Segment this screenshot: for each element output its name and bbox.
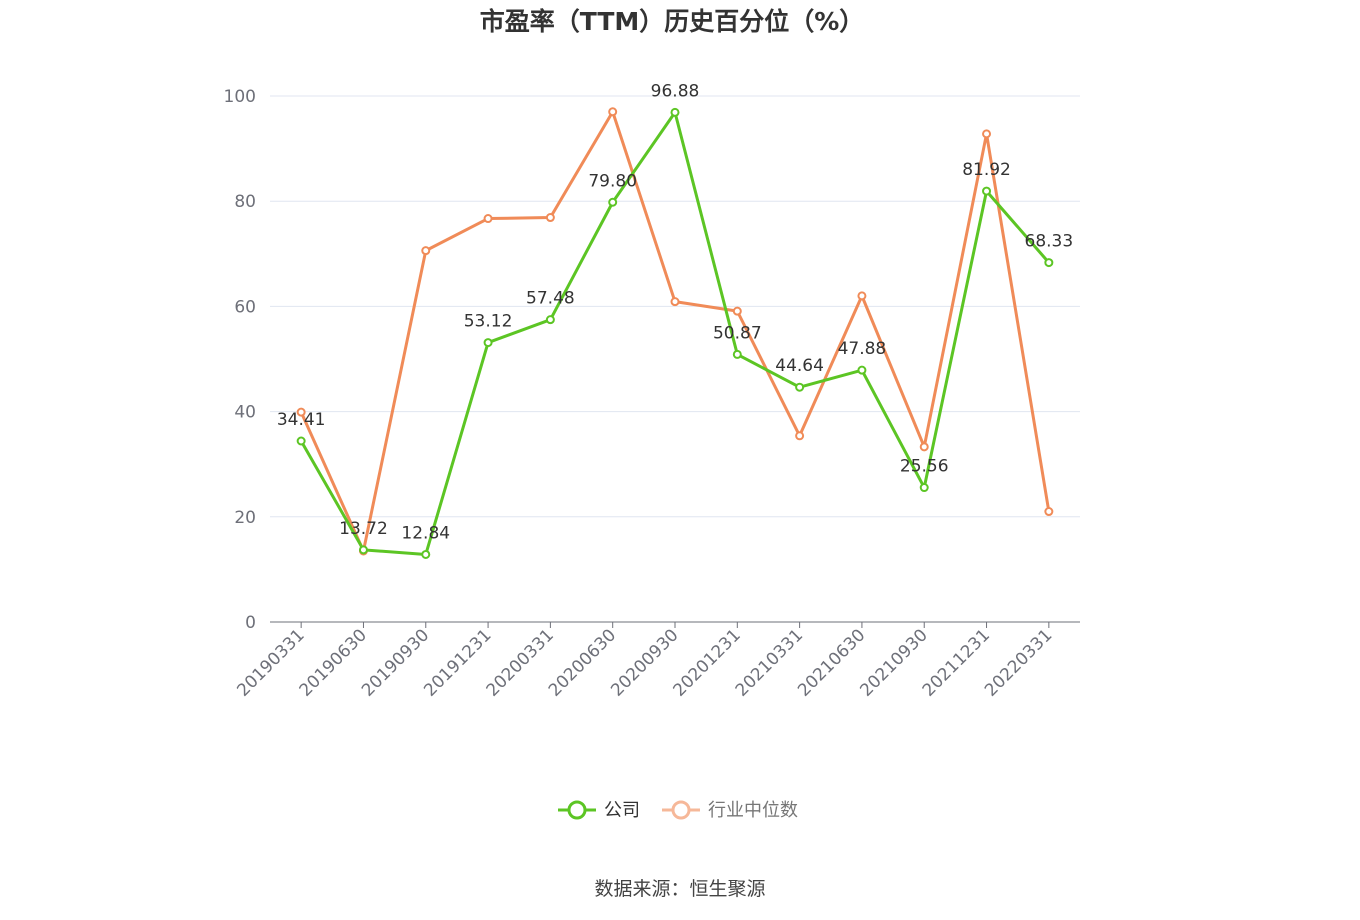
- data-point-company[interactable]: [608, 197, 618, 207]
- y-axis: 0 20 40 60 80 100: [224, 87, 256, 633]
- data-point-company[interactable]: [296, 436, 306, 446]
- data-point-company[interactable]: [795, 382, 805, 392]
- data-label-company: 79.80: [588, 171, 637, 191]
- legend[interactable]: 公司 行业中位数: [558, 800, 798, 821]
- legend-marker-industry-median: [671, 800, 691, 820]
- data-point-industry-median[interactable]: [608, 107, 618, 117]
- series-layer: [296, 107, 1054, 559]
- data-point-industry-median[interactable]: [421, 246, 431, 256]
- y-tick-label: 100: [224, 87, 256, 107]
- data-point-company[interactable]: [545, 315, 555, 325]
- y-tick-label: 20: [234, 508, 256, 528]
- data-point-company[interactable]: [483, 338, 493, 348]
- data-point-industry-median[interactable]: [296, 407, 306, 417]
- data-label-company: 13.72: [339, 519, 388, 539]
- data-point-industry-median[interactable]: [982, 129, 992, 139]
- data-point-industry-median[interactable]: [670, 297, 680, 307]
- data-label-company: 96.88: [651, 81, 700, 101]
- data-point-industry-median[interactable]: [795, 431, 805, 441]
- data-point-company[interactable]: [732, 349, 742, 359]
- legend-label-company: 公司: [604, 800, 640, 821]
- data-point-industry-median[interactable]: [919, 442, 929, 452]
- data-label-company: 47.88: [838, 339, 887, 359]
- series-line-industry-median: [299, 110, 1051, 553]
- data-labels: 34.41 13.72 12.84 53.12 57.48 79.80 96.88 50.87…: [277, 81, 1073, 543]
- data-point-company[interactable]: [982, 186, 992, 196]
- legend-item-industry-median[interactable]: 行业中位数: [662, 800, 798, 821]
- data-label-company: 50.87: [713, 323, 762, 343]
- y-tick-label: 80: [234, 192, 256, 212]
- grid-lines: [270, 95, 1080, 518]
- data-label-company: 53.12: [464, 312, 513, 332]
- data-label-company: 68.33: [1025, 232, 1074, 252]
- data-point-industry-median[interactable]: [545, 213, 555, 223]
- legend-label-industry-median: 行业中位数: [708, 800, 798, 821]
- data-label-company: 34.41: [277, 410, 326, 430]
- data-point-industry-median[interactable]: [732, 306, 742, 316]
- data-label-company: 44.64: [775, 356, 824, 376]
- data-label-company: 57.48: [526, 289, 575, 309]
- x-axis: 2019033120190630201909302019123120200331…: [233, 621, 1080, 701]
- data-label-company: 81.92: [962, 160, 1011, 180]
- data-point-company[interactable]: [421, 549, 431, 559]
- data-point-industry-median[interactable]: [1044, 507, 1054, 517]
- legend-item-company[interactable]: 公司: [558, 800, 640, 821]
- x-tick-label: 20220331: [981, 625, 1056, 700]
- legend-marker-company: [567, 800, 587, 820]
- chart-title: 市盈率（TTM）历史百分位（%）: [480, 7, 865, 36]
- data-label-company: 25.56: [900, 457, 949, 477]
- data-point-company[interactable]: [670, 107, 680, 117]
- data-point-company[interactable]: [358, 545, 368, 555]
- data-source: 数据来源：恒生聚源: [594, 878, 765, 900]
- data-point-industry-median[interactable]: [857, 291, 867, 301]
- y-tick-label: 40: [234, 403, 256, 423]
- series-line-company: [299, 110, 1050, 556]
- data-point-company[interactable]: [1044, 258, 1054, 268]
- y-tick-label: 0: [245, 613, 256, 633]
- y-tick-label: 60: [234, 297, 256, 317]
- data-label-company: 12.84: [401, 523, 450, 543]
- data-point-company[interactable]: [919, 483, 929, 493]
- data-point-company[interactable]: [857, 365, 867, 375]
- data-point-industry-median[interactable]: [483, 214, 493, 224]
